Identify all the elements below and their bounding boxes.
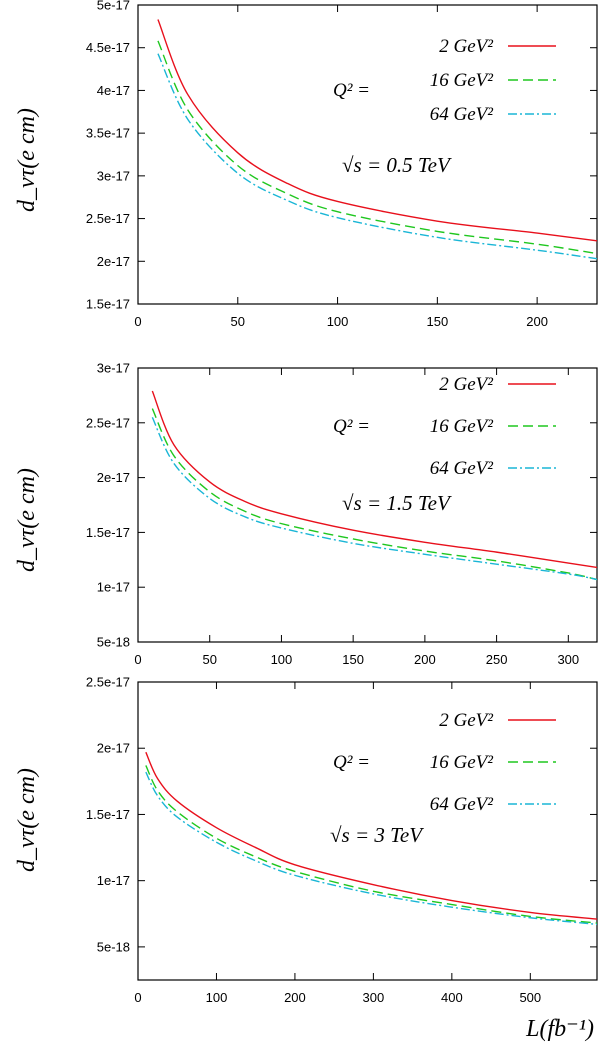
x-tick-label: 200 bbox=[414, 652, 436, 667]
y-tick-label: 3e-17 bbox=[97, 168, 130, 183]
series-line-3 bbox=[145, 771, 597, 926]
y-tick-label: 1e-17 bbox=[97, 580, 130, 595]
x-tick-label: 150 bbox=[342, 652, 364, 667]
y-tick-label: 4.5e-17 bbox=[86, 40, 130, 55]
y-tick-label: 2e-17 bbox=[97, 470, 130, 485]
y-tick-label: 1.5e-17 bbox=[86, 525, 130, 540]
series-line-1 bbox=[157, 19, 597, 242]
y-tick-label: 3.5e-17 bbox=[86, 126, 130, 141]
x-tick-label: 50 bbox=[202, 652, 216, 667]
x-tick-label: 500 bbox=[519, 990, 541, 1005]
x-tick-label: 200 bbox=[526, 314, 548, 329]
series-line-1 bbox=[151, 390, 597, 569]
x-tick-label: 0 bbox=[134, 990, 141, 1005]
plot-frame bbox=[137, 367, 598, 643]
chart-panel-1: 0 50 100 150 200 1.5e-17 2e-17 2.5e-17 3e-17 3.5e… bbox=[14, 0, 598, 329]
series-line-2 bbox=[157, 40, 597, 255]
series-line-1 bbox=[145, 751, 597, 920]
y-tick-label: 1e-17 bbox=[97, 873, 130, 888]
x-tick-label: 0 bbox=[134, 314, 141, 329]
y-tick-label: 5e-18 bbox=[97, 939, 130, 954]
y-tick-label: 1.5e-17 bbox=[86, 807, 130, 822]
x-tick-label: 100 bbox=[327, 314, 349, 329]
y-tick-label: 5e-17 bbox=[97, 0, 130, 13]
y-tick-label: 2.5e-17 bbox=[86, 415, 130, 430]
x-tick-label: 50 bbox=[231, 314, 245, 329]
series-line-3 bbox=[151, 417, 597, 581]
x-tick-label: 100 bbox=[206, 990, 228, 1005]
legend-label: 64 GeV² bbox=[430, 794, 494, 815]
x-tick-label: 250 bbox=[486, 652, 508, 667]
legend-label: 2 GeV² bbox=[439, 710, 493, 731]
y-tick-label: 2.5e-17 bbox=[86, 675, 130, 690]
energy-annotation: √s = 1.5 TeV bbox=[342, 491, 452, 515]
plot-frame bbox=[137, 4, 598, 305]
x-tick-label: 100 bbox=[271, 652, 293, 667]
legend-label: 64 GeV² bbox=[430, 104, 494, 125]
x-tick-label: 300 bbox=[557, 652, 579, 667]
plot-frame bbox=[137, 681, 598, 981]
legend-prefix: Q² = bbox=[333, 416, 370, 437]
chart-panel-3: 0 100 200 300 400 500 5e-18 1e-17 1.5e-17 2e-17 2.… bbox=[14, 675, 598, 1042]
legend-label: 16 GeV² bbox=[430, 752, 494, 773]
x-tick-label: 150 bbox=[426, 314, 448, 329]
y-axis-label: d_ντ(e cm) bbox=[14, 108, 40, 212]
y-tick-label: 2.5e-17 bbox=[86, 211, 130, 226]
legend-label: 64 GeV² bbox=[430, 458, 494, 479]
energy-annotation: √s = 3 TeV bbox=[330, 823, 424, 847]
legend-label: 2 GeV² bbox=[439, 374, 493, 395]
x-axis-label: L(fb⁻¹) bbox=[525, 1016, 594, 1042]
y-tick-label: 2e-17 bbox=[97, 741, 130, 756]
legend-label: 16 GeV² bbox=[430, 416, 494, 437]
y-tick-label: 1.5e-17 bbox=[86, 297, 130, 312]
series-line-2 bbox=[151, 408, 597, 581]
y-tick-label: 5e-18 bbox=[97, 635, 130, 650]
x-tick-label: 0 bbox=[134, 652, 141, 667]
legend-label: 2 GeV² bbox=[439, 36, 493, 57]
y-axis-label: d_ντ(e cm) bbox=[14, 768, 40, 872]
legend-prefix: Q² = bbox=[333, 752, 370, 773]
y-tick-label: 4e-17 bbox=[97, 83, 130, 98]
legend-label: 16 GeV² bbox=[430, 70, 494, 91]
legend-prefix: Q² = bbox=[333, 80, 370, 101]
series-line-2 bbox=[145, 765, 597, 924]
x-tick-label: 400 bbox=[441, 990, 463, 1005]
series-line-3 bbox=[157, 53, 597, 260]
y-tick-label: 3e-17 bbox=[97, 361, 130, 376]
x-tick-label: 200 bbox=[284, 990, 306, 1005]
energy-annotation: √s = 0.5 TeV bbox=[342, 153, 452, 177]
y-tick-label: 2e-17 bbox=[97, 254, 130, 269]
y-axis-label: d_ντ(e cm) bbox=[14, 468, 40, 572]
chart-panel-2: 0 50 100 150 200 250 300 5e-18 1e-17 1.5e-17 2e-17… bbox=[14, 361, 598, 667]
x-tick-label: 300 bbox=[363, 990, 385, 1005]
